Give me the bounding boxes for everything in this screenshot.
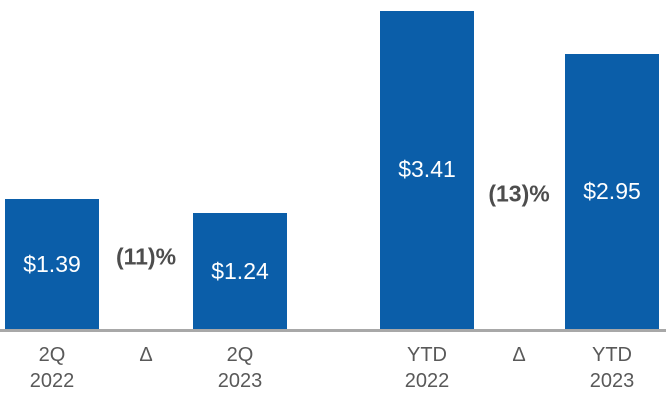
x-axis-label-2q-2023: 2Q 2023 xyxy=(218,342,263,394)
bar-ytd-2022: $3.41 xyxy=(380,10,474,329)
x-axis-label-line: 2022 xyxy=(29,370,75,392)
delta-percent-2q: (11)% xyxy=(115,243,177,270)
delta-symbol: Δ xyxy=(512,344,526,366)
bar-value-label: $2.95 xyxy=(583,177,641,204)
bar-value-label: $1.39 xyxy=(23,250,81,277)
x-axis-label-line: YTD xyxy=(407,344,447,366)
x-axis-label-line: 2022 xyxy=(404,370,450,392)
x-axis-label-line: YTD xyxy=(592,344,632,366)
x-axis-label-ytd-2023: YTD 2023 xyxy=(590,342,635,394)
x-axis-label-delta-ytd: Δ xyxy=(512,342,525,368)
bar-2q-2022: $1.39 xyxy=(5,199,99,329)
x-axis-label-2q-2022: 2Q 2022 xyxy=(30,342,75,394)
bar-ytd-2023: $2.95 xyxy=(565,53,659,329)
x-axis-label-line: 2023 xyxy=(589,370,635,392)
x-axis-baseline xyxy=(0,329,666,332)
x-axis-label-ytd-2022: YTD 2022 xyxy=(405,342,450,394)
delta-percent-ytd: (13)% xyxy=(488,180,550,207)
delta-symbol: Δ xyxy=(139,344,153,366)
bar-2q-2023: $1.24 xyxy=(193,213,287,329)
x-axis-label-line: 2023 xyxy=(217,370,263,392)
x-axis-label-line: 2Q xyxy=(226,344,254,366)
bar-value-label: $3.41 xyxy=(398,156,456,183)
x-axis-label-line: 2Q xyxy=(38,344,66,366)
x-axis-label-delta-2q: Δ xyxy=(139,342,152,368)
bar-value-label: $1.24 xyxy=(211,257,269,284)
